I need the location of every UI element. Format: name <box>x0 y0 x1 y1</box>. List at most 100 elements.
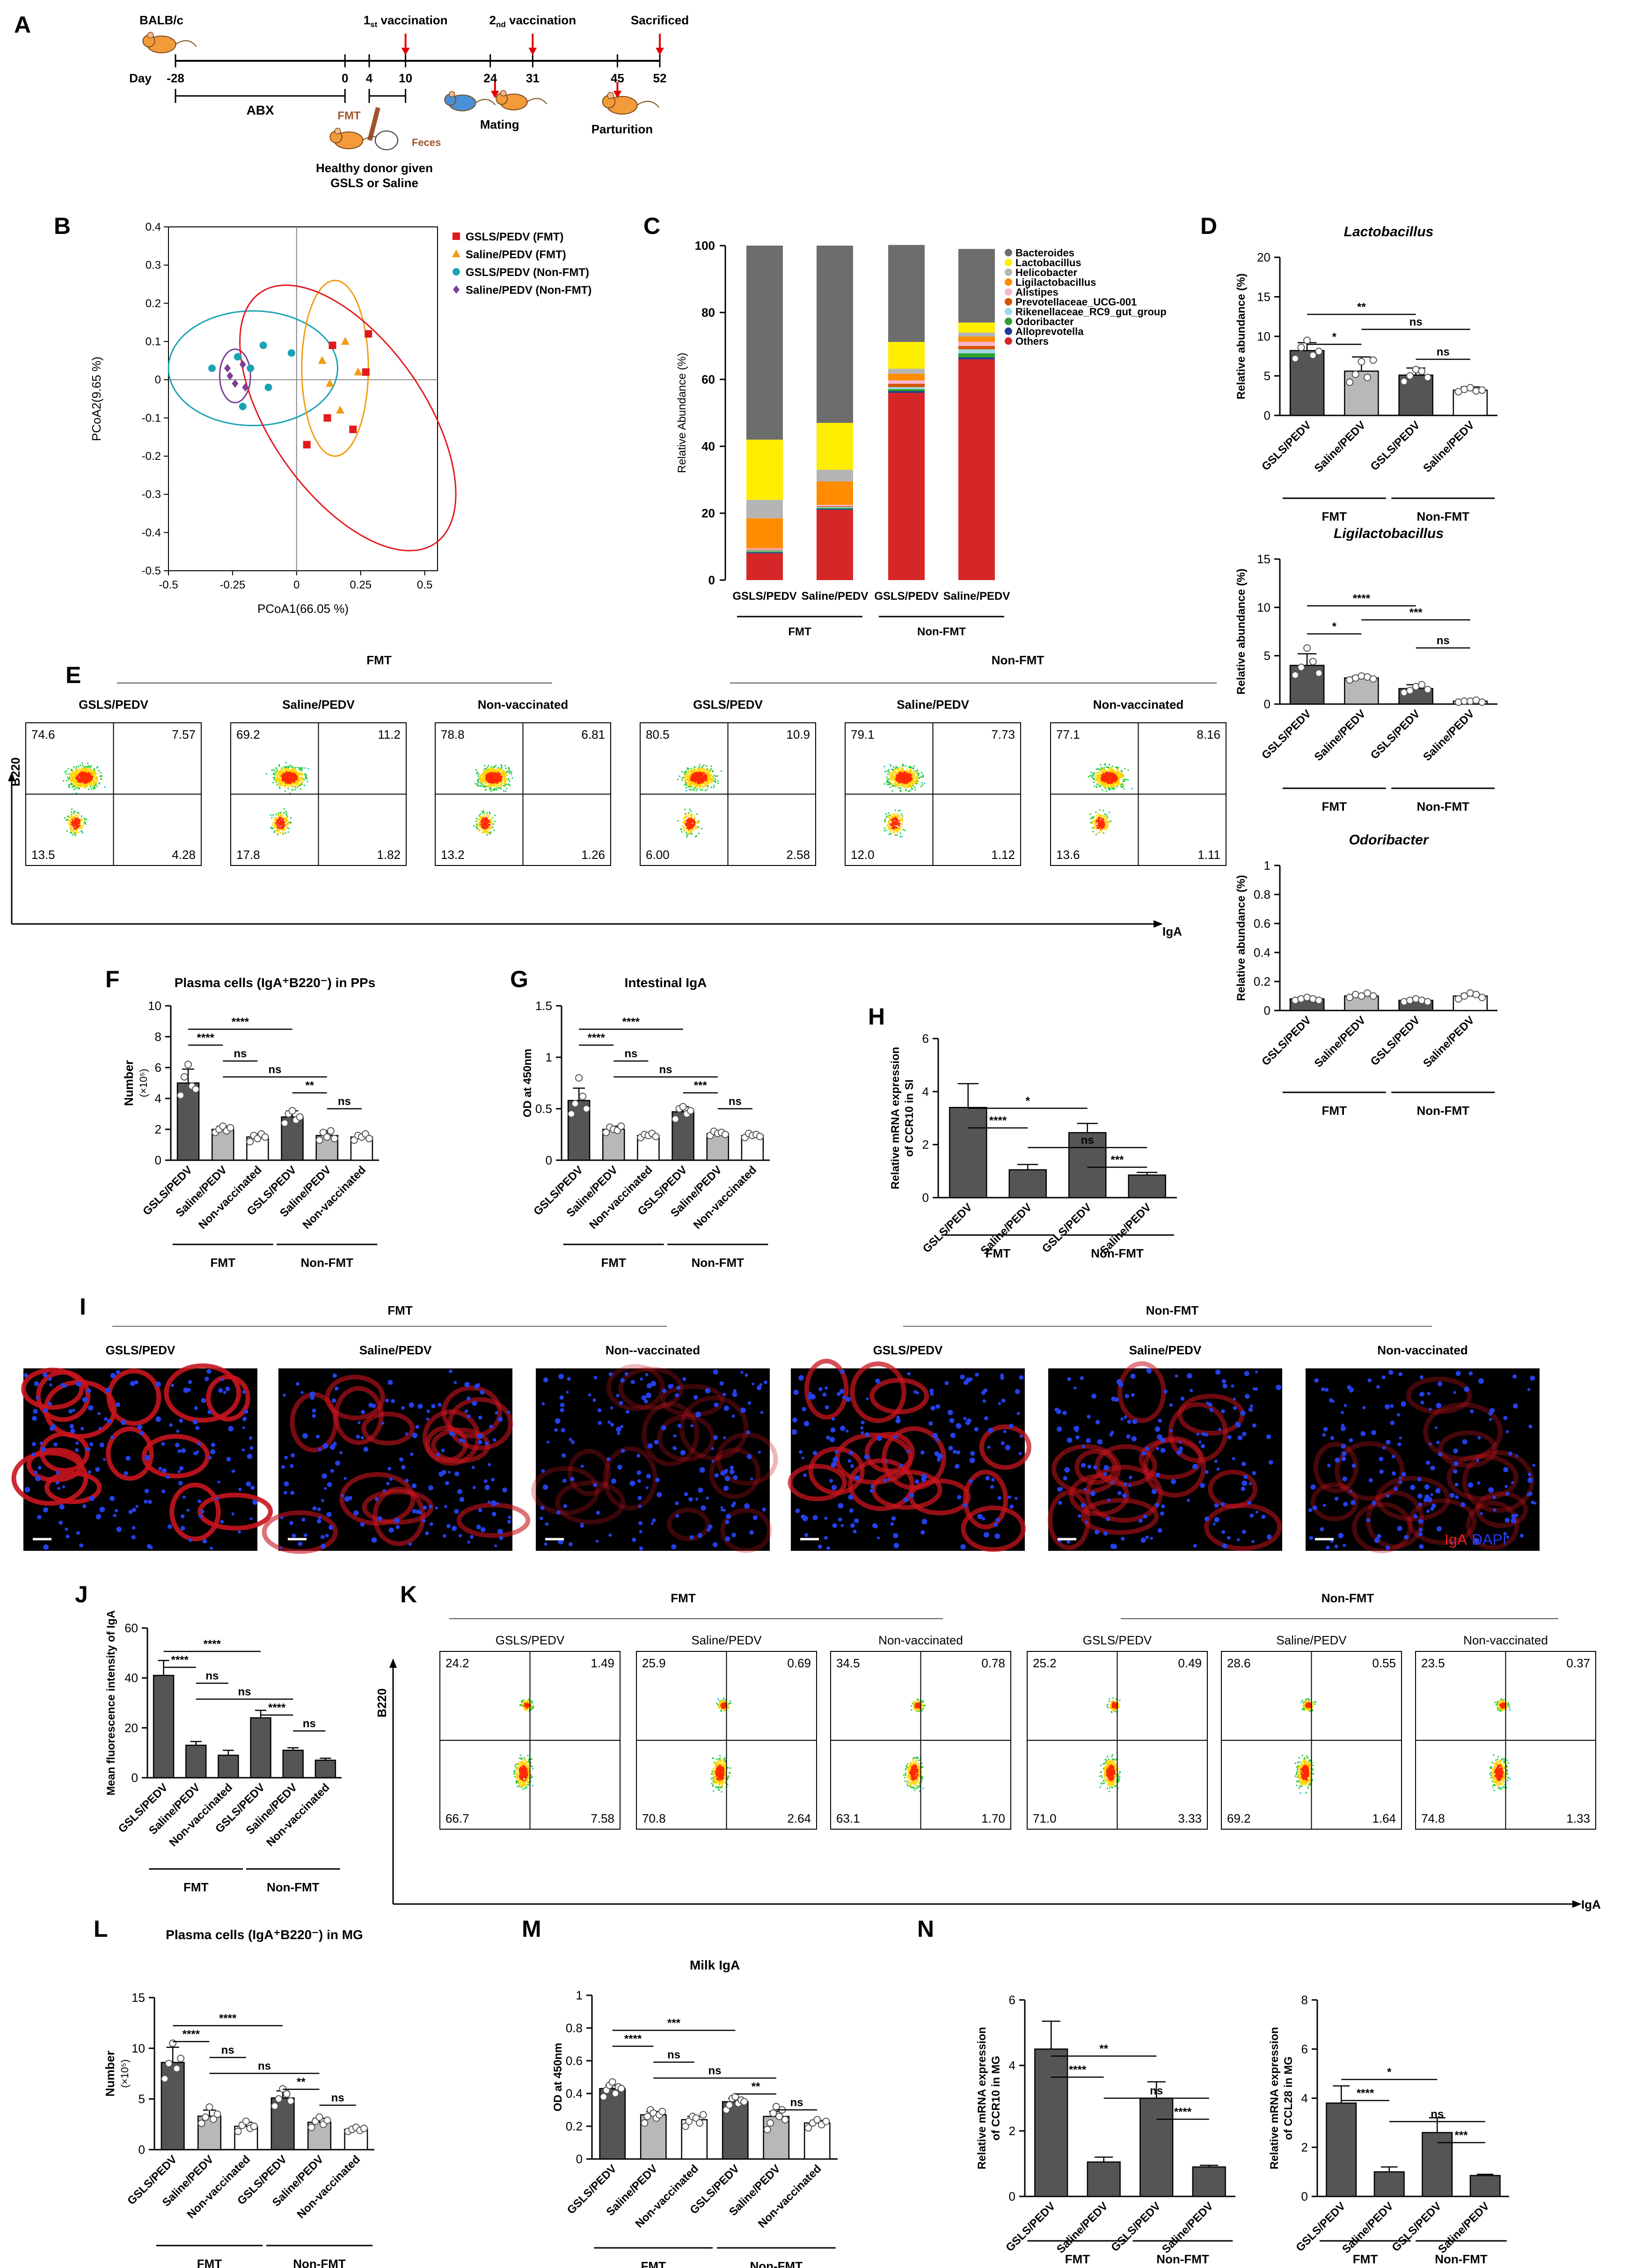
flow-event-dot <box>504 774 506 776</box>
flow-event-dot <box>90 772 92 774</box>
flow-event-dot <box>689 827 691 829</box>
flow-event-dot <box>507 770 509 772</box>
flow-event-dot <box>486 817 488 819</box>
y-tick-label: -0.4 <box>142 526 161 539</box>
flow-event-dot <box>276 824 278 826</box>
flow-event-dot <box>87 780 88 782</box>
flow-event-dot <box>489 773 491 775</box>
scatter-point <box>362 368 370 376</box>
flow-event-dot <box>288 766 290 768</box>
flow-event-dot <box>298 783 299 785</box>
flow-event-dot <box>693 772 695 774</box>
flow-event-dot <box>886 780 888 782</box>
quadrant-ll-value: 6.00 <box>646 848 670 862</box>
significance-label: *** <box>694 1079 708 1092</box>
flow-event-dot <box>73 779 75 781</box>
flow-event-dot <box>301 777 303 779</box>
flow-event-dot <box>88 781 89 783</box>
flow-event-dot <box>504 782 506 784</box>
flow-event-dot <box>78 820 80 822</box>
bar <box>282 1750 304 1779</box>
flow-event-dot <box>80 817 82 819</box>
y-axis-label: Number <box>103 2050 117 2096</box>
flow-event-dot <box>494 783 496 785</box>
flow-event-dot <box>692 788 694 790</box>
flow-event-dot <box>490 788 492 790</box>
flow-event-dot <box>85 823 87 825</box>
flow-event-dot <box>279 787 281 789</box>
flow-event-dot <box>271 769 273 771</box>
legend-label: Prevotellaceae_UCG-001 <box>1015 296 1137 308</box>
flow-event-dot <box>687 786 689 788</box>
flow-event-dot <box>75 820 77 822</box>
arrow-head <box>613 91 622 98</box>
flow-event-dot <box>291 768 293 770</box>
flow-event-dot <box>496 776 498 778</box>
flow-event-dot <box>80 784 82 785</box>
bar <box>1087 2161 1121 2197</box>
flow-event-dot <box>694 824 696 826</box>
flow-event-dot <box>86 775 88 777</box>
flow-event-dot <box>288 770 290 772</box>
flow-event-dot <box>902 763 904 765</box>
flow-event-dot <box>75 831 77 833</box>
flow-event-dot <box>75 778 77 780</box>
flow-event-dot <box>696 775 698 777</box>
flow-event-dot <box>73 789 75 791</box>
flow-event-dot <box>291 783 293 785</box>
flow-event-dot <box>277 822 279 824</box>
flow-event-dot <box>691 814 693 815</box>
flow-event-dot <box>492 778 494 780</box>
flow-event-dot <box>78 775 80 777</box>
flow-event-dot <box>76 773 78 775</box>
flow-event-dot <box>698 779 700 781</box>
flow-event-dot <box>497 772 499 774</box>
flow-event-dot <box>696 826 698 828</box>
flow-event-dot <box>699 778 701 779</box>
flow-event-dot <box>278 781 280 783</box>
flow-event-dot <box>697 772 699 774</box>
flow-event-dot <box>290 821 292 823</box>
flow-event-dot <box>274 779 276 781</box>
flow-event-dot <box>71 822 73 824</box>
quadrant-ul-value: 78.8 <box>441 727 465 741</box>
flow-event-dot <box>686 790 687 792</box>
flow-event-dot <box>699 786 701 788</box>
flow-event-dot <box>479 825 481 827</box>
flow-event-dot <box>291 781 292 783</box>
flow-event-dot <box>280 777 282 779</box>
flow-event-dot <box>922 776 924 778</box>
flow-event-dot <box>300 770 302 771</box>
flow-event-dot <box>72 775 73 777</box>
flow-event-dot <box>490 770 492 772</box>
flow-event-dot <box>289 778 291 779</box>
flow-event-dot <box>487 825 489 827</box>
flow-event-dot <box>101 775 103 777</box>
flow-event-dot <box>277 825 279 827</box>
flow-event-dot <box>494 770 496 772</box>
flow-event-dot <box>81 775 83 777</box>
flow-event-dot <box>80 777 82 778</box>
flow-event-dot <box>80 820 81 822</box>
flow-event-dot <box>70 774 72 776</box>
legend-label: Bacteroides <box>1015 247 1074 259</box>
abx-label: ABX <box>247 103 274 117</box>
stacked-bar-segment <box>958 359 995 580</box>
flow-event-dot <box>84 785 86 787</box>
flow-event-dot <box>274 826 276 828</box>
flow-event-dot <box>696 821 698 823</box>
flow-event-dot <box>703 764 705 766</box>
flow-event-dot <box>277 832 279 834</box>
flow-event-dot <box>913 782 915 784</box>
group-label: FMT <box>1353 2252 1378 2266</box>
data-point <box>165 2059 173 2067</box>
data-point <box>1363 989 1371 997</box>
flow-event-dot <box>706 765 708 767</box>
flow-event-dot <box>284 829 286 830</box>
significance-label: *** <box>1409 606 1423 619</box>
flow-event-dot <box>96 778 98 780</box>
flow-event-dot <box>891 772 892 774</box>
significance-label: *** <box>1454 2129 1468 2142</box>
flow-event-dot <box>76 825 78 827</box>
